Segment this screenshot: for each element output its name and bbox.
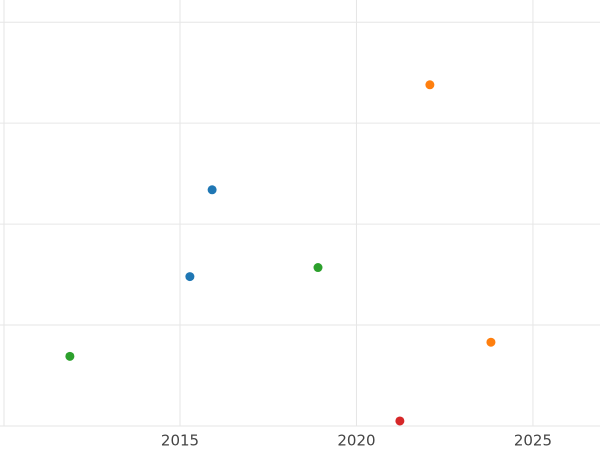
- point: [395, 416, 405, 426]
- x-tick-label: 2015: [161, 432, 199, 450]
- point: [425, 80, 435, 90]
- point: [207, 185, 217, 195]
- x-tick-label: 2025: [514, 432, 552, 450]
- x-tick-label: 2020: [337, 432, 375, 450]
- point: [65, 351, 75, 361]
- point: [185, 272, 195, 282]
- point: [313, 263, 323, 273]
- point: [486, 337, 496, 347]
